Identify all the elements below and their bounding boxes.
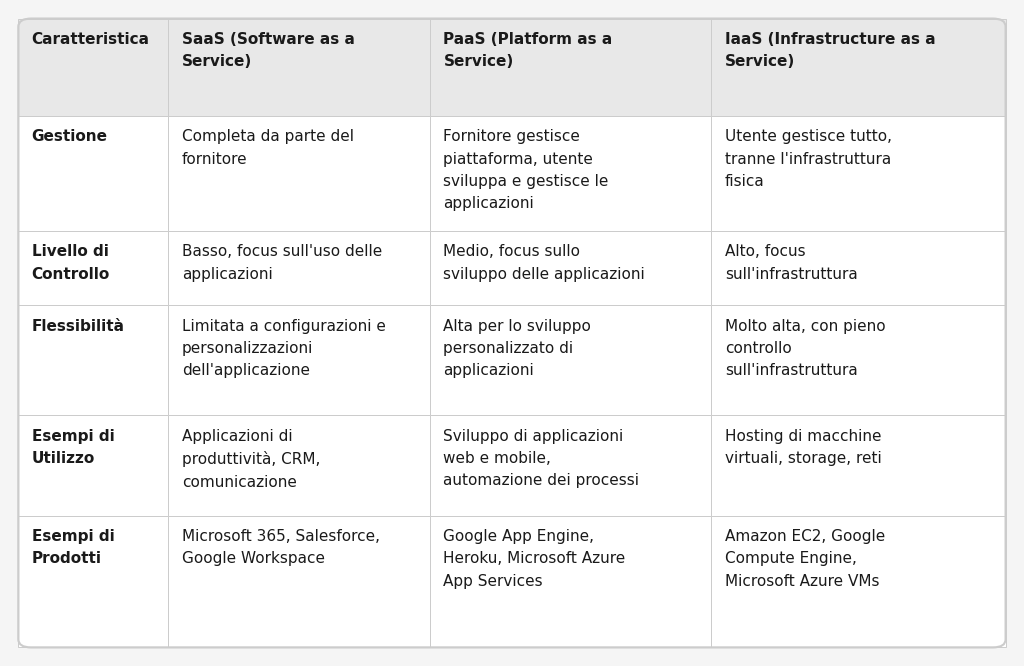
FancyBboxPatch shape bbox=[18, 19, 1006, 647]
FancyBboxPatch shape bbox=[18, 19, 1006, 116]
Bar bbox=[169, 516, 430, 647]
Text: Flessibilità: Flessibilità bbox=[32, 318, 125, 334]
Bar bbox=[18, 67, 1006, 116]
Text: SaaS (Software as a
Service): SaaS (Software as a Service) bbox=[182, 32, 354, 69]
Bar bbox=[18, 516, 169, 647]
Bar bbox=[169, 416, 430, 516]
Text: Basso, focus sull'uso delle
applicazioni: Basso, focus sull'uso delle applicazioni bbox=[182, 244, 382, 282]
Bar bbox=[169, 231, 430, 305]
Bar bbox=[712, 231, 1006, 305]
Text: PaaS (Platform as a
Service): PaaS (Platform as a Service) bbox=[443, 32, 612, 69]
Text: Molto alta, con pieno
controllo
sull'infrastruttura: Molto alta, con pieno controllo sull'inf… bbox=[725, 318, 886, 378]
Bar bbox=[169, 116, 430, 231]
Text: Medio, focus sullo
sviluppo delle applicazioni: Medio, focus sullo sviluppo delle applic… bbox=[443, 244, 645, 282]
Bar bbox=[430, 516, 712, 647]
Bar bbox=[712, 416, 1006, 516]
Bar bbox=[169, 19, 430, 116]
Bar bbox=[18, 19, 169, 116]
Text: Gestione: Gestione bbox=[32, 129, 108, 145]
Bar bbox=[430, 19, 712, 116]
Bar bbox=[18, 231, 169, 305]
Text: IaaS (Infrastructure as a
Service): IaaS (Infrastructure as a Service) bbox=[725, 32, 935, 69]
Bar bbox=[712, 116, 1006, 231]
Text: Alto, focus
sull'infrastruttura: Alto, focus sull'infrastruttura bbox=[725, 244, 857, 282]
Bar bbox=[430, 416, 712, 516]
Text: Utente gestisce tutto,
tranne l'infrastruttura
fisica: Utente gestisce tutto, tranne l'infrastr… bbox=[725, 129, 892, 189]
Text: Google App Engine,
Heroku, Microsoft Azure
App Services: Google App Engine, Heroku, Microsoft Azu… bbox=[443, 529, 626, 589]
Bar bbox=[169, 305, 430, 416]
Bar bbox=[430, 231, 712, 305]
Text: Esempi di
Prodotti: Esempi di Prodotti bbox=[32, 529, 115, 567]
Text: Alta per lo sviluppo
personalizzato di
applicazioni: Alta per lo sviluppo personalizzato di a… bbox=[443, 318, 591, 378]
Bar bbox=[712, 19, 1006, 116]
Bar bbox=[712, 516, 1006, 647]
Text: Hosting di macchine
virtuali, storage, reti: Hosting di macchine virtuali, storage, r… bbox=[725, 429, 882, 466]
Text: Esempi di
Utilizzo: Esempi di Utilizzo bbox=[32, 429, 115, 466]
Bar bbox=[712, 305, 1006, 416]
Text: Sviluppo di applicazioni
web e mobile,
automazione dei processi: Sviluppo di applicazioni web e mobile, a… bbox=[443, 429, 639, 488]
Text: Completa da parte del
fornitore: Completa da parte del fornitore bbox=[182, 129, 353, 166]
Text: Caratteristica: Caratteristica bbox=[32, 32, 150, 47]
Bar bbox=[430, 116, 712, 231]
Bar bbox=[18, 116, 169, 231]
Text: Limitata a configurazioni e
personalizzazioni
dell'applicazione: Limitata a configurazioni e personalizza… bbox=[182, 318, 386, 378]
Text: Livello di
Controllo: Livello di Controllo bbox=[32, 244, 110, 282]
Text: Fornitore gestisce
piattaforma, utente
sviluppa e gestisce le
applicazioni: Fornitore gestisce piattaforma, utente s… bbox=[443, 129, 608, 211]
Text: Microsoft 365, Salesforce,
Google Workspace: Microsoft 365, Salesforce, Google Worksp… bbox=[182, 529, 380, 567]
Bar bbox=[18, 305, 169, 416]
Bar bbox=[430, 305, 712, 416]
Text: Amazon EC2, Google
Compute Engine,
Microsoft Azure VMs: Amazon EC2, Google Compute Engine, Micro… bbox=[725, 529, 885, 589]
Text: Applicazioni di
produttività, CRM,
comunicazione: Applicazioni di produttività, CRM, comun… bbox=[182, 429, 321, 490]
Bar bbox=[18, 416, 169, 516]
